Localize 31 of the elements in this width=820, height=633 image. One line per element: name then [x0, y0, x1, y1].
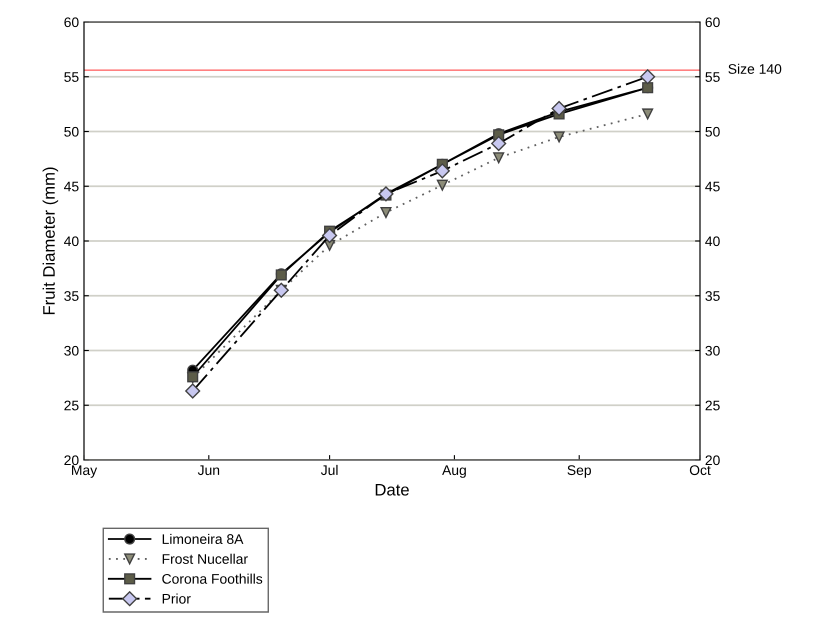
- x-tick-label: May: [72, 465, 98, 478]
- y-tick-label: 50: [64, 126, 79, 137]
- legend-label: Prior: [162, 593, 191, 604]
- ref-line-label: Size 140: [728, 64, 782, 74]
- y2-tick-label: 55: [705, 72, 720, 82]
- y2-tick-label: 50: [705, 126, 720, 137]
- x-axis-title: Date: [376, 484, 409, 496]
- x-tick-label: Jun: [198, 465, 220, 476]
- x-tick-label: Jul: [320, 464, 338, 476]
- y-tick-label: 20: [64, 455, 79, 466]
- x-tick-label: Oct: [690, 465, 711, 476]
- y2-tick-label: 35: [705, 291, 720, 301]
- y-tick-label: 45: [64, 182, 79, 192]
- y-tick-label: 55: [64, 72, 79, 82]
- legend-label: Frost Nucellar: [162, 554, 248, 564]
- x-tick-label: Aug: [442, 465, 466, 478]
- y-tick-label: 25: [64, 400, 79, 410]
- y2-tick-label: 30: [705, 346, 720, 356]
- y2-tick-label: 40: [705, 236, 720, 246]
- legend-label: Corona Foothills: [162, 574, 262, 584]
- y2-tick-label: 45: [705, 182, 720, 192]
- y-tick-label: 40: [64, 236, 79, 246]
- y-tick-label: 35: [64, 291, 79, 301]
- y2-tick-label: 20: [706, 455, 720, 466]
- y-tick-label: 60: [64, 17, 79, 28]
- y2-tick-label: 60: [706, 17, 720, 28]
- x-tick-label: Sep: [567, 465, 591, 478]
- y-axis-title: Fruit Diameter (mm): [42, 167, 58, 314]
- legend-label: Limoneira 8A: [162, 534, 244, 544]
- y2-tick-label: 25: [706, 400, 720, 410]
- y-tick-label: 30: [64, 346, 79, 356]
